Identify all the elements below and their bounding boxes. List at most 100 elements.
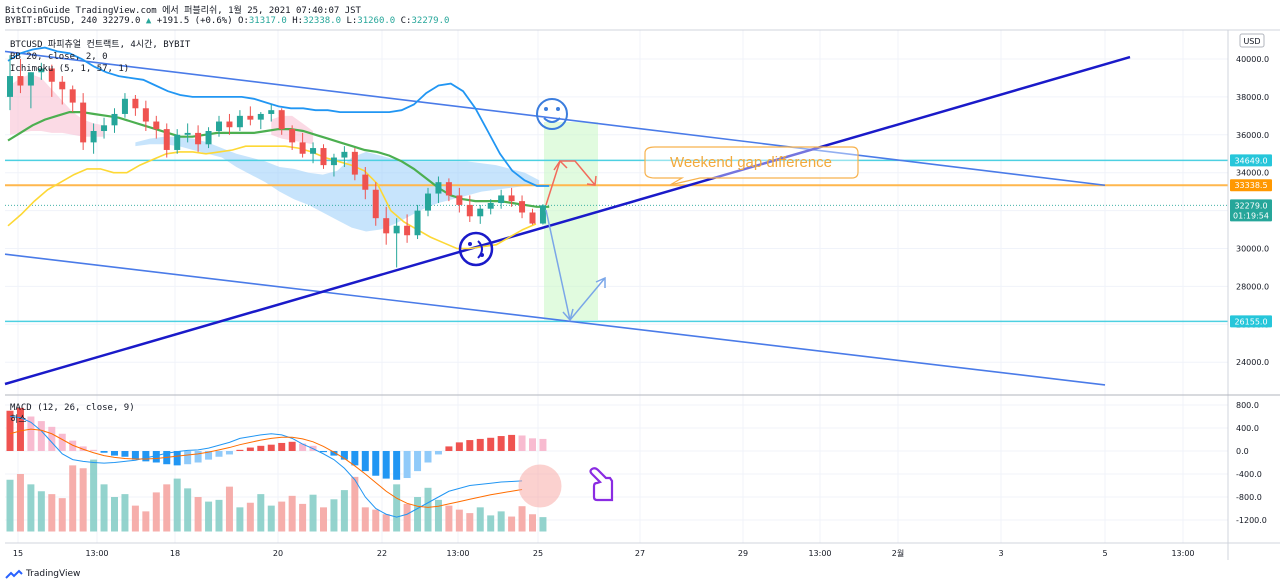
macd-hist-bar [194, 451, 202, 463]
drawings [458, 98, 614, 508]
currency-button-frame[interactable] [1239, 33, 1265, 48]
macd-hist-bar [372, 451, 380, 476]
smiley-mouth [543, 117, 561, 123]
candle-body [132, 98, 139, 109]
candle-body [153, 121, 160, 130]
macd-hist-bar [445, 446, 453, 451]
scenario-up-arrow [545, 160, 596, 206]
time-axis[interactable]: 15 13:00 18 20 22 13:00 25 27 29 13:00 2월 3 5 13:00 [13, 548, 1195, 558]
macd-hist-bar [539, 438, 547, 451]
time-tick-label: 18 [170, 549, 180, 558]
volume-bar [518, 506, 526, 532]
volume-bar [309, 494, 317, 532]
pointing-hand-icon [589, 467, 614, 502]
volume-bar [225, 486, 233, 532]
price-tick-label: 38000.0 [1236, 93, 1269, 102]
tradingview-brand[interactable]: TradingView [5, 569, 80, 579]
currency-button[interactable]: USD [1239, 33, 1265, 48]
price-tick-label: 24000.0 [1236, 358, 1269, 367]
time-tick-label: 27 [635, 549, 645, 558]
candle-body [48, 68, 55, 82]
volume-bar [79, 468, 87, 532]
macd-hist-bar [320, 451, 327, 453]
candle-body [445, 182, 452, 196]
macd-hist-bar [267, 444, 275, 451]
macd-hist-bar [466, 440, 474, 451]
confused-eye [468, 242, 472, 246]
volume-bar [382, 514, 390, 532]
price-tick-label: 28000.0 [1236, 282, 1269, 291]
callout-bubble[interactable] [644, 146, 859, 186]
macd-highlight-circle [518, 464, 562, 508]
time-tick-label: 29 [738, 549, 748, 558]
candle-body [351, 151, 358, 175]
candle-body [59, 81, 66, 90]
macd-hist-bar [48, 426, 56, 451]
macd-tick-label: -1200.0 [1236, 516, 1267, 525]
time-tick-label: 20 [273, 549, 283, 558]
candle-body [226, 121, 233, 128]
candle-body [80, 102, 87, 143]
macd-hist-bar [79, 446, 87, 451]
price-tag-label: 26155.0 [1234, 317, 1267, 326]
volume-bar [487, 515, 495, 532]
candle-body [184, 132, 191, 135]
confused-face-icon [458, 231, 494, 267]
candle-body [195, 132, 202, 145]
bb-lower-line [7, 145, 537, 250]
macd-hist-bar [111, 451, 118, 456]
volume-bar [393, 484, 401, 532]
time-tick-label: 22 [377, 549, 387, 558]
candle-body [330, 157, 337, 166]
macd-hist-bar [100, 451, 108, 453]
annotation-callout[interactable]: Weekend gap difference [644, 146, 859, 186]
volume-bar [476, 507, 484, 532]
high-label: H: [292, 16, 304, 26]
volume-bar [424, 487, 432, 532]
currency-button-label[interactable]: USD [1243, 37, 1260, 46]
volume-bar [340, 490, 348, 532]
macd-hist-bar [184, 451, 192, 465]
macd-hist-bar [508, 434, 516, 451]
price-tick-label: 36000.0 [1236, 131, 1269, 140]
price-tags: 34649.0 33338.5 32279.001:19:54 26155.0 [1230, 154, 1272, 328]
channel-lower [4, 253, 1106, 386]
signal-line [9, 428, 523, 508]
candle-body [362, 174, 369, 190]
legend-bb: BB 20, close, 2, 0 [10, 52, 108, 62]
volume-bar [539, 517, 547, 532]
macd-axis[interactable]: 800.0 400.0 0.0 -400.0 -800.0 -1200.0 [1236, 401, 1267, 525]
volume-bar [455, 509, 463, 532]
volume-bar [497, 511, 505, 532]
legend: BTCUSD 파피츄얼 컨트랙트, 4시간, BYBIT BB 20, clos… [10, 39, 191, 425]
volume-bar [90, 459, 98, 532]
volume-bar [37, 491, 45, 532]
candle-body [101, 125, 108, 132]
price-tick-label: 34000.0 [1236, 169, 1269, 178]
volume-bar [16, 474, 24, 532]
volume-bar [163, 484, 171, 532]
smiley-eye [556, 107, 560, 111]
price-tag-box [1230, 154, 1272, 167]
candle-body [435, 182, 442, 194]
price-pane[interactable] [5, 30, 1228, 395]
price-change: +191.5 (+0.6%) [156, 16, 233, 26]
volume-bar [131, 505, 139, 532]
volume-bar [434, 499, 442, 532]
candle-body [69, 89, 76, 103]
bb-upper-line [7, 46, 550, 187]
time-tick-label: 25 [533, 549, 543, 558]
channel-lines [4, 50, 1131, 386]
volume-bar [111, 497, 118, 532]
time-tick-label: 13:00 [808, 549, 831, 558]
close-value: 32279.0 [411, 16, 450, 26]
price-tag-box [1230, 179, 1272, 192]
candle-body [17, 76, 24, 86]
candle-body [205, 131, 212, 145]
gap-zones [544, 122, 598, 320]
candle-body [163, 129, 170, 150]
candles [7, 55, 546, 268]
volume-bar [58, 498, 66, 532]
legend-macd-sub: 히스 [10, 414, 27, 425]
